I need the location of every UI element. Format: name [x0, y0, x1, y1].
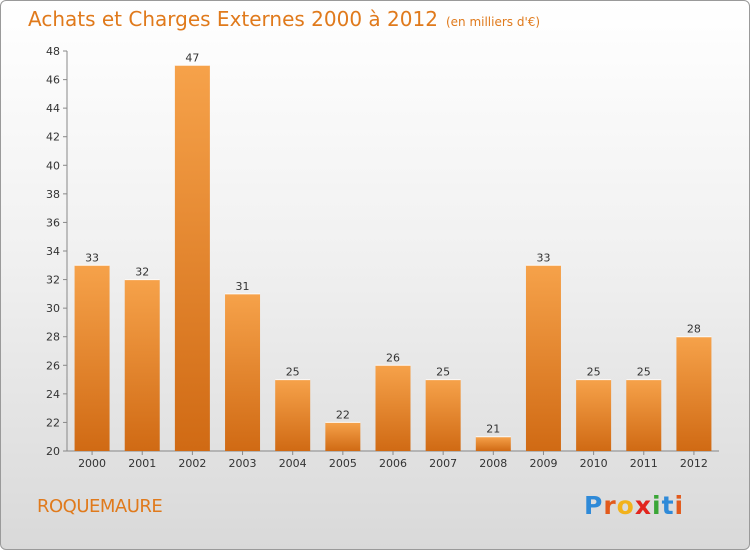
bar	[475, 436, 511, 451]
x-tick-label: 2010	[580, 457, 608, 470]
bar	[425, 379, 461, 451]
data-label: 33	[536, 251, 550, 264]
x-tick-label: 2006	[379, 457, 407, 470]
y-tick-label: 36	[46, 216, 60, 229]
bar	[275, 379, 311, 451]
y-tick-label: 30	[46, 302, 60, 315]
x-tick-label: 2002	[178, 457, 206, 470]
x-tick-label: 2008	[479, 457, 507, 470]
data-label: 26	[386, 351, 400, 364]
y-tick-label: 44	[46, 102, 60, 115]
x-tick-label: 2001	[128, 457, 156, 470]
x-tick-label: 2012	[680, 457, 708, 470]
data-label: 22	[336, 408, 350, 421]
x-tick-label: 2003	[229, 457, 257, 470]
city-name: ROQUEMAURE	[37, 496, 163, 517]
data-label: 21	[486, 423, 500, 436]
y-tick-label: 32	[46, 274, 60, 287]
data-label: 25	[436, 366, 450, 379]
logo-letter: i	[674, 491, 685, 520]
y-tick-label: 24	[46, 388, 60, 401]
bar	[325, 422, 361, 451]
chart-unit: (en milliers d'€)	[445, 15, 541, 29]
x-tick-label: 2011	[630, 457, 658, 470]
data-label: 31	[236, 280, 250, 293]
bar	[174, 65, 210, 452]
x-tick-label: 2000	[78, 457, 106, 470]
data-label: 25	[637, 366, 651, 379]
y-tick-label: 40	[46, 159, 60, 172]
x-tick-label: 2007	[429, 457, 457, 470]
data-label: 25	[587, 366, 601, 379]
bar	[676, 336, 712, 451]
data-label: 47	[185, 51, 199, 64]
y-tick-label: 42	[46, 131, 60, 144]
logo-letter: r	[603, 491, 617, 520]
bar	[576, 379, 612, 451]
logo-letter: t	[661, 491, 675, 520]
y-tick-label: 46	[46, 74, 60, 87]
bar	[74, 265, 110, 451]
data-label: 28	[687, 323, 701, 336]
data-label: 32	[135, 266, 149, 279]
y-tick-label: 34	[46, 245, 60, 258]
bar	[375, 365, 411, 451]
logo-letter: o	[616, 491, 635, 520]
logo-letter: x	[634, 491, 652, 520]
bar	[124, 279, 160, 451]
logo-letter: i	[652, 491, 662, 520]
data-label: 25	[286, 366, 300, 379]
y-tick-label: 26	[46, 359, 60, 372]
y-tick-label: 28	[46, 331, 60, 344]
data-label: 33	[85, 251, 99, 264]
chart-title-block: Achats et Charges Externes 2000 à 2012 (e…	[28, 7, 540, 31]
x-tick-label: 2005	[329, 457, 357, 470]
y-tick-label: 22	[46, 416, 60, 429]
logo-letter: P	[584, 491, 604, 520]
y-tick-label: 20	[46, 445, 60, 458]
bar	[225, 293, 261, 451]
bar	[626, 379, 662, 451]
x-tick-label: 2009	[529, 457, 557, 470]
bar	[525, 265, 561, 451]
y-tick-label: 38	[46, 188, 60, 201]
x-tick-label: 2004	[279, 457, 307, 470]
chart-title: Achats et Charges Externes 2000 à 2012	[28, 7, 438, 31]
y-tick-label: 48	[46, 45, 60, 58]
proxiti-logo: Proxiti	[584, 491, 684, 520]
